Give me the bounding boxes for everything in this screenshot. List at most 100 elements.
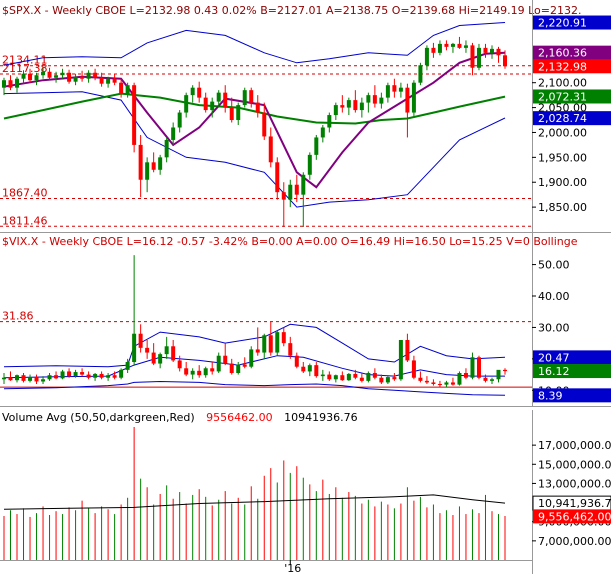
reference-line-label: 1811.46 [2, 214, 48, 227]
bollinger-lower-line [3, 380, 506, 396]
candle-body [398, 340, 403, 380]
candle-body [353, 373, 358, 378]
candle-body [145, 162, 150, 180]
candle-body [184, 368, 189, 375]
candle-body [15, 375, 20, 381]
candle-body [496, 48, 501, 56]
volume-header-value2: 10941936.76 [284, 411, 357, 424]
candle-body [41, 379, 46, 382]
candle-body [151, 352, 156, 364]
candle-body [483, 47, 488, 53]
candle-body [47, 375, 52, 380]
volume-header-label: Volume Avg (50,50,darkgreen,Red) [2, 411, 195, 424]
bollinger-upper-line [3, 323, 506, 368]
y-tick-label: 13,000,000.00 [538, 477, 611, 490]
candle-body [314, 137, 319, 155]
candle-body [353, 100, 358, 111]
candle-body [470, 357, 475, 378]
volume-average-line [3, 494, 506, 510]
candle-body [503, 55, 507, 67]
candle-body [392, 377, 397, 380]
value-tag-label: 10,941,936.76 [538, 497, 611, 510]
candle-body [320, 127, 325, 138]
value-tag [533, 89, 611, 104]
bollinger-middle-line [3, 355, 505, 379]
candle-body [314, 365, 319, 377]
candle-body [255, 102, 260, 113]
candle-body [34, 75, 39, 81]
volume-header: Volume Avg (50,50,darkgreen,Red) 9556462… [2, 411, 358, 424]
candle-body [496, 369, 501, 380]
candle-body [223, 355, 228, 364]
candle-body [28, 73, 33, 81]
candle-body [125, 85, 130, 94]
candle-body [385, 85, 390, 98]
candle-body [346, 373, 351, 381]
value-tag [533, 350, 611, 365]
candle-body [307, 365, 312, 372]
candle-body [125, 362, 130, 370]
candle-body [379, 377, 384, 383]
value-tag-label: 2,220.91 [538, 17, 587, 30]
candle-body [346, 100, 351, 108]
candle-body [177, 112, 182, 128]
candle-body [340, 105, 345, 108]
candle-body [73, 76, 78, 82]
candle-body [242, 364, 247, 367]
candle-body [60, 72, 65, 76]
value-tag-label: 16.12 [538, 365, 570, 378]
candle-body [385, 377, 390, 383]
volume-header-value1: 9556462.00 [206, 411, 272, 424]
spx-header: $SPX.X - Weekly CBOE L=2132.98 0.43 0.02… [2, 4, 581, 17]
y-tick-label: 1,900.00 [538, 176, 587, 189]
candle-body [106, 78, 111, 84]
candle-body [158, 354, 163, 364]
candle-body [450, 382, 455, 385]
candle-body [483, 377, 488, 381]
candle-body [366, 373, 371, 381]
candle-body [437, 384, 442, 385]
y-tick-label: 1,850.00 [538, 201, 587, 214]
candle-body [93, 72, 98, 78]
candle-body [372, 373, 377, 378]
candle-body [80, 372, 85, 375]
candle-body [275, 162, 280, 193]
candle-body [366, 95, 371, 103]
candle-body [372, 95, 377, 104]
value-tag [533, 388, 611, 403]
candle-body [99, 373, 104, 378]
candle-body [112, 78, 117, 83]
candle-body [15, 78, 20, 88]
y-tick-label: 1,950.00 [538, 151, 587, 164]
candle-body [41, 71, 46, 76]
candle-body [476, 357, 481, 378]
vix-header: $VIX.X - Weekly CBOE L=16.12 -0.57 -3.42… [2, 235, 578, 248]
candle-body [294, 184, 299, 195]
candle-body [112, 375, 117, 378]
candle-body [411, 82, 416, 113]
candle-body [197, 87, 202, 98]
candle-body [379, 97, 384, 104]
candle-body [405, 87, 410, 113]
y-tick-label: 17,000,000.00 [538, 439, 611, 452]
moving-average-short-line [3, 51, 506, 189]
candle-body [327, 115, 332, 128]
candle-body [262, 335, 267, 353]
candle-body [424, 47, 429, 66]
candle-body [216, 355, 221, 372]
candle-body [457, 43, 462, 48]
candle-body [145, 347, 150, 353]
candle-body [67, 72, 72, 82]
candle-body [197, 370, 202, 376]
candle-body [119, 82, 124, 94]
candle-body [138, 144, 143, 180]
candle-body [119, 369, 124, 378]
candle-body [158, 157, 163, 170]
candle-body [132, 333, 137, 362]
candle-body [86, 72, 91, 79]
candle-body [86, 374, 91, 378]
vix-panel: 50.0040.0030.0020.0010.0031.8620.4716.12… [0, 232, 611, 407]
y-tick-label: 50.00 [538, 259, 570, 272]
candle-body [424, 380, 429, 383]
candle-body [203, 368, 208, 376]
